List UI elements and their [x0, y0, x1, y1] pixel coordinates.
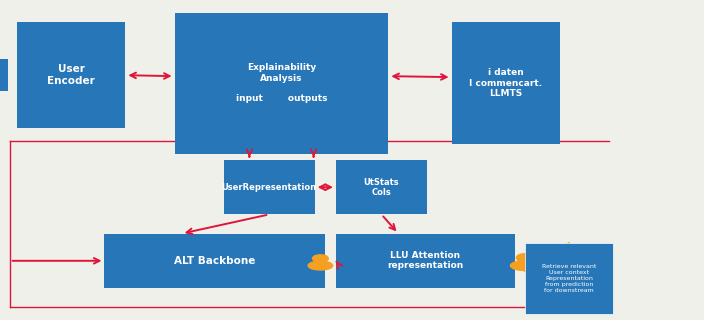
Text: Retrieve relevant
User context
Representation
from prediction
for downstream: Retrieve relevant User context Represent… [542, 264, 596, 292]
Ellipse shape [510, 261, 540, 270]
FancyBboxPatch shape [525, 243, 613, 314]
FancyBboxPatch shape [17, 22, 125, 128]
Text: LLU Attention
representation: LLU Attention representation [387, 251, 463, 270]
FancyBboxPatch shape [224, 160, 315, 214]
Circle shape [313, 255, 328, 262]
Ellipse shape [308, 261, 333, 270]
Circle shape [516, 254, 534, 262]
Text: UserRepresentation: UserRepresentation [222, 183, 317, 192]
FancyBboxPatch shape [104, 234, 325, 288]
FancyBboxPatch shape [336, 160, 427, 214]
FancyBboxPatch shape [336, 234, 515, 288]
Text: Explainability
Analysis

input        outputs: Explainability Analysis input outputs [236, 63, 327, 103]
Text: User
Encoder: User Encoder [47, 64, 95, 86]
FancyBboxPatch shape [451, 22, 560, 144]
Text: UtStats
Cols: UtStats Cols [363, 178, 399, 197]
FancyBboxPatch shape [175, 13, 389, 154]
Text: i daten
I commencart.
LLMTS: i daten I commencart. LLMTS [470, 68, 543, 98]
Text: ALT Backbone: ALT Backbone [174, 256, 256, 266]
FancyBboxPatch shape [0, 60, 8, 91]
